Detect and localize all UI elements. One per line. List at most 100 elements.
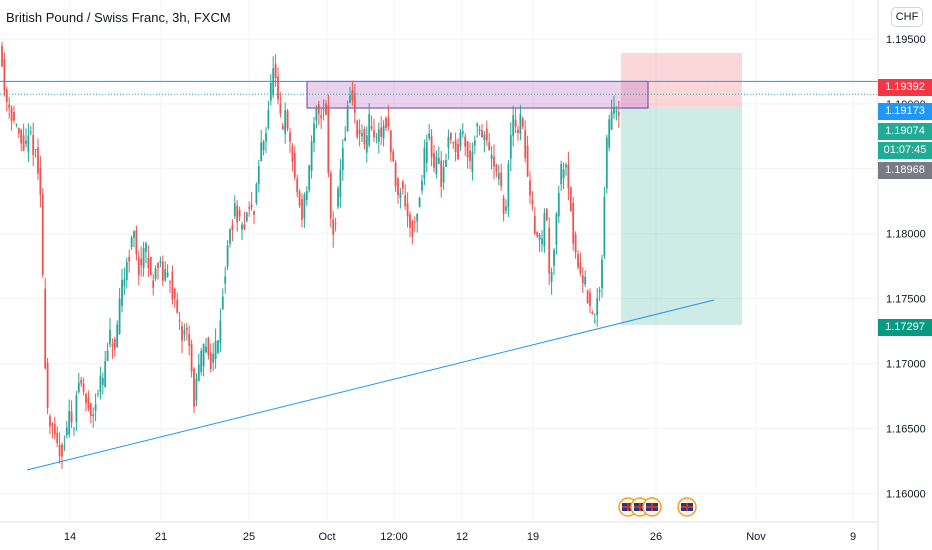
candle-body <box>188 333 191 346</box>
candle-body <box>121 279 123 306</box>
economic-event-icon[interactable] <box>677 497 697 517</box>
candle-body <box>176 299 179 313</box>
time-tick-label: 12:00 <box>380 531 408 543</box>
candle-body <box>421 180 423 191</box>
candle-body <box>334 223 337 225</box>
candle-body <box>17 127 20 134</box>
candle-body <box>53 424 56 435</box>
candle-body <box>445 160 447 167</box>
candle-body <box>550 272 553 283</box>
candle-body <box>356 120 359 138</box>
candle-body <box>521 118 524 127</box>
candle-body <box>332 219 335 235</box>
candle-body <box>351 90 354 101</box>
candle-body <box>221 296 224 310</box>
candle-body <box>579 262 582 274</box>
candle-body <box>3 59 6 91</box>
candle-body <box>195 378 198 401</box>
candle-body <box>217 340 219 354</box>
candle-body <box>349 95 351 103</box>
candle-body <box>284 110 287 134</box>
candle-body <box>329 172 332 219</box>
candle-body <box>101 378 104 385</box>
economic-events[interactable] <box>618 497 697 517</box>
candle-body <box>533 215 536 234</box>
candle-body <box>265 133 267 142</box>
candle-body <box>125 262 128 281</box>
chart-title: British Pound / Swiss Franc, 3h, FXCM <box>6 10 231 25</box>
candle-body <box>85 394 87 404</box>
candle-body <box>466 141 469 158</box>
candle-body <box>363 129 366 145</box>
candle-body <box>476 123 479 127</box>
candle-body <box>409 214 411 228</box>
price-tag-resistance: 1.19173 <box>878 103 932 120</box>
candle-body <box>461 131 464 134</box>
candle-body <box>130 237 133 248</box>
candle-body <box>219 320 222 344</box>
candle-body <box>152 280 155 288</box>
candle-body <box>613 106 615 114</box>
candle-body <box>214 341 217 360</box>
candle-body <box>512 115 515 136</box>
candle-body <box>13 111 15 121</box>
candle-body <box>173 288 176 299</box>
candle-body <box>65 427 68 436</box>
candle-body <box>135 230 138 255</box>
candle-body <box>569 187 572 211</box>
economic-event-icon[interactable] <box>642 497 662 517</box>
candle-body <box>375 136 378 138</box>
candle-body <box>315 107 318 121</box>
candle-body <box>32 135 35 156</box>
price-tick-label: 1.19500 <box>886 34 926 46</box>
currency-button[interactable]: CHF <box>891 7 923 27</box>
candle-body <box>526 145 529 177</box>
candle-body <box>154 268 157 279</box>
candle-body <box>536 231 539 237</box>
candle-body <box>279 103 282 114</box>
candle-body <box>274 64 277 79</box>
candle-body <box>601 259 603 289</box>
candle-body <box>147 258 150 269</box>
candle-body <box>567 164 570 189</box>
candle-body <box>358 130 361 135</box>
candle-body <box>478 129 481 132</box>
candle-body <box>111 344 114 347</box>
candle-body <box>394 162 397 187</box>
candle-body <box>317 104 320 114</box>
candle-body <box>149 256 152 276</box>
candle-body <box>339 169 342 198</box>
candle-body <box>399 192 402 199</box>
candle-body <box>5 89 8 103</box>
candle-body <box>181 326 183 341</box>
candle-body <box>493 156 495 167</box>
candle-body <box>370 126 373 129</box>
candle-body <box>82 383 85 392</box>
candle-body <box>617 112 620 116</box>
time-tick-label: 14 <box>64 531 76 543</box>
candles <box>1 41 620 469</box>
candle-body <box>73 427 75 429</box>
candle-body <box>553 249 555 266</box>
candle-body <box>401 181 404 189</box>
candle-body <box>483 134 486 141</box>
candle-body <box>255 184 258 203</box>
candle-body <box>490 154 493 160</box>
candle-body <box>341 148 344 171</box>
candle-body <box>416 213 419 222</box>
candle-body <box>106 350 109 362</box>
time-tick-label: 25 <box>243 531 255 543</box>
candle-body <box>293 152 296 178</box>
candle-body <box>545 208 548 220</box>
candle-body <box>325 103 327 115</box>
time-axis[interactable]: 14 21 25 Oct 12:00 12 19 26 Nov 9 <box>64 531 856 543</box>
candle-body <box>190 344 193 372</box>
candle-body <box>586 290 589 304</box>
time-tick-label: 26 <box>650 531 662 543</box>
candle-body <box>610 111 613 130</box>
candle-body <box>507 164 510 208</box>
candle-body <box>236 205 239 223</box>
candle-body <box>519 113 522 134</box>
overlay-lines <box>0 80 878 471</box>
